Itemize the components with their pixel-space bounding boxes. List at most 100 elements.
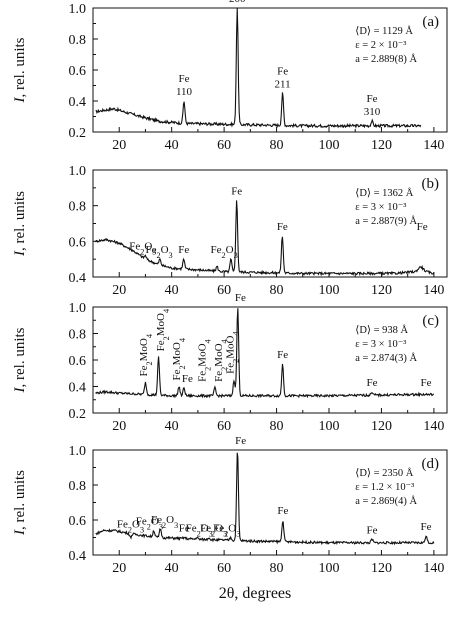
peak-label: Fe2MoO4 (138, 334, 154, 376)
peak-label: 110 (176, 86, 193, 98)
y-axis-label: I, rel. units (12, 37, 28, 103)
x-tick-label: 40 (165, 561, 179, 576)
peak-label: Fe (235, 292, 246, 304)
panel-a: 0.2 0.4 0.6 0.8 1.0 20 40 60 80 100 120 140 (a) ⟨D⟩ =… (12, 0, 448, 153)
peak-label: Fe (235, 435, 246, 447)
peak-label: Fe2MoO4 (197, 339, 213, 381)
y-tick-label: 0.4 (69, 271, 87, 286)
info-line: a = 2.889(8) Å (355, 53, 417, 65)
panel-label: (d) (422, 456, 440, 472)
x-tick-label: 60 (217, 419, 231, 434)
x-tick-label: 60 (217, 283, 231, 298)
y-tick-label: 0.6 (69, 354, 87, 369)
y-axis-label: I, rel. units (12, 470, 28, 536)
x-tick-label: 80 (270, 283, 284, 298)
x-tick-label: 120 (371, 283, 392, 298)
peak-label: Fe2O3 (117, 519, 144, 535)
x-axis-label: 2θ, degrees (219, 585, 292, 602)
x-tick-label: 60 (217, 561, 231, 576)
y-tick-label: 0.4 (69, 95, 87, 110)
spectrum-line (95, 200, 435, 277)
peak-label: Fe (421, 521, 432, 533)
info-line: a = 2.869(4) Å (355, 495, 417, 507)
panel-label: (c) (422, 313, 439, 329)
panel-d: 0.4 0.6 0.8 1.0 20 40 60 80 100 120 140 (d) ⟨D⟩ = 23… (12, 435, 448, 576)
y-axis-label-units: , rel. units (12, 470, 28, 530)
x-tick-label: 120 (371, 419, 392, 434)
peak-label: Fe2MoO4 (213, 339, 229, 381)
info-line: ⟨D⟩ = 1362 Å (355, 187, 414, 199)
y-axis-label: I, rel. units (12, 327, 28, 393)
x-tick-label: 80 (270, 419, 284, 434)
y-tick-label: 1.0 (69, 164, 87, 179)
peak-label: Fe2O3 (211, 244, 238, 260)
info-line: ε = 3 × 10⁻³ (355, 202, 406, 213)
info-line: ε = 2 × 10⁻³ (355, 40, 406, 51)
info-line: ⟨D⟩ = 938 Å (355, 324, 408, 336)
x-tick-label: 100 (319, 138, 340, 153)
peak-label: Fe (231, 185, 242, 197)
y-axis-label-symbol: I (12, 250, 28, 257)
peak-label: Fe (277, 65, 288, 77)
x-tick-label: 80 (270, 561, 284, 576)
x-tick-label: 20 (112, 138, 126, 153)
info-line: ⟨D⟩ = 2350 Å (355, 467, 414, 479)
peak-label: Fe (367, 377, 378, 389)
peak-label: 310 (364, 106, 381, 118)
peak-label: Fe (178, 244, 189, 256)
peak-label: Fe (277, 505, 288, 517)
peak-label: Fe2O3 (200, 523, 227, 539)
info-line: a = 2.874(3) Å (355, 352, 417, 364)
peak-label: Fe (178, 73, 189, 85)
x-tick-label: 60 (217, 138, 231, 153)
x-tick-label: 140 (423, 561, 444, 576)
y-axis-label: I, rel. units (12, 191, 28, 257)
x-tick-label: 100 (319, 561, 340, 576)
y-axis-label-units: , rel. units (12, 327, 28, 387)
peak-label: Fe (182, 373, 193, 385)
peak-label: Fe (277, 221, 288, 233)
y-axis-label-units: , rel. units (12, 37, 28, 97)
peak-label: 211 (275, 78, 291, 90)
peak-label: Fe (417, 221, 428, 233)
peak-label: 200 (229, 0, 246, 5)
panel-c: 0.2 0.4 0.6 0.8 1.0 20 40 60 80 100 120 140 (c) ⟨D⟩ =… (12, 292, 448, 434)
x-tick-label: 40 (165, 419, 179, 434)
x-tick-label: 140 (423, 138, 444, 153)
y-axis-label-units: , rel. units (12, 191, 28, 251)
y-tick-label: 0.4 (69, 381, 87, 396)
y-axis-label-symbol: I (12, 387, 28, 394)
x-tick-label: 100 (319, 419, 340, 434)
peak-label: Fe2O3 (136, 516, 163, 532)
peak-label: Fe2O3 (213, 523, 240, 539)
y-tick-label: 0.2 (69, 126, 87, 141)
peak-label: Fe2O3 (186, 523, 213, 539)
y-tick-label: 0.8 (69, 479, 87, 494)
info-line: ε = 1.2 × 10⁻³ (355, 482, 414, 493)
peak-label: Fe (179, 523, 190, 535)
y-tick-label: 0.6 (69, 64, 87, 79)
info-line: a = 2.887(9) Å (355, 215, 417, 227)
y-tick-label: 0.8 (69, 328, 87, 343)
peak-label: Fe2MoO4 (155, 309, 171, 351)
x-tick-label: 40 (165, 138, 179, 153)
peak-label: Fe2O3 (129, 241, 156, 257)
x-tick-label: 20 (112, 561, 126, 576)
panel-b: 0.4 0.6 0.8 1.0 20 40 60 80 100 120 140 (b) ⟨D⟩ = 13… (12, 164, 448, 298)
peak-label: Fe2MoO4 (171, 338, 187, 380)
peak-label: Fe (277, 349, 288, 361)
x-tick-label: 100 (319, 283, 340, 298)
info-line: ⟨D⟩ = 1129 Å (355, 25, 413, 37)
y-axis-label-symbol: I (12, 529, 28, 536)
peak-label: Fe2O3 (151, 514, 178, 530)
x-tick-label: 20 (112, 283, 126, 298)
peak-label: Fe2MoO4 (225, 331, 241, 373)
y-tick-label: 0.4 (69, 549, 87, 564)
peak-label: Fe (421, 377, 432, 389)
x-tick-label: 140 (423, 283, 444, 298)
spectrum-line (95, 452, 435, 546)
info-line: ε = 3 × 10⁻³ (355, 339, 406, 350)
x-tick-label: 120 (371, 138, 392, 153)
